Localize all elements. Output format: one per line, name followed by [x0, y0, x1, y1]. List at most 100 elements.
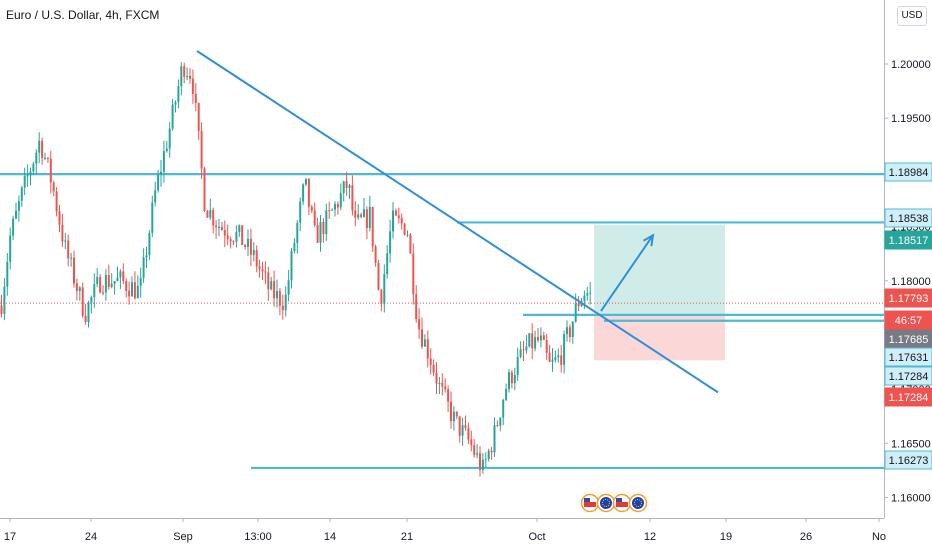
candle-body [310, 206, 313, 211]
candle-body [162, 151, 165, 172]
price-label-text: 1.16273 [889, 455, 929, 467]
candle-body [110, 283, 113, 287]
time-tick-label: 12 [644, 531, 656, 543]
candle-body [267, 272, 270, 290]
candle-body [470, 439, 473, 446]
candle-body [165, 148, 168, 152]
candle-body [418, 319, 421, 330]
candle-body [380, 289, 383, 304]
price-label-level2[interactable] [884, 366, 932, 386]
candle-body [23, 175, 26, 188]
candle-body [238, 225, 241, 232]
price-label-level[interactable] [884, 347, 932, 367]
candle-body [177, 86, 180, 103]
price-label-current[interactable] [884, 288, 932, 308]
candle-body [502, 399, 505, 418]
candle-body [104, 275, 107, 293]
candle-body [339, 193, 342, 208]
economic-events[interactable] [580, 493, 648, 513]
candle-body [365, 209, 368, 229]
eu-flag-icon[interactable] [596, 493, 616, 513]
us-flag-icon[interactable] [580, 493, 600, 513]
candle-body [255, 250, 258, 267]
candle-body [232, 241, 235, 243]
candle-body [261, 269, 264, 272]
candle-body [276, 290, 278, 299]
candle-body [516, 356, 519, 376]
trendline[interactable] [196, 50, 719, 394]
candle-body [348, 185, 351, 188]
candle-body [90, 297, 93, 303]
candle-body [519, 349, 522, 357]
time-axis[interactable]: 17 24 Sep 13:00 14 21 Oct 12 19 26 No [0, 518, 886, 543]
candle-body [351, 185, 354, 211]
candle-body [423, 339, 426, 347]
candle-body [508, 372, 510, 390]
candle-body [81, 287, 84, 316]
candle-body [464, 425, 467, 429]
candle-body [218, 226, 220, 228]
candle-body [200, 130, 203, 169]
arrow-head-icon [642, 233, 655, 247]
candle-body [574, 303, 577, 322]
candle-body [3, 286, 6, 314]
price-label-text: 1.17685 [889, 334, 929, 346]
candle-body [136, 285, 139, 299]
price-label-countdown[interactable] [884, 310, 932, 330]
position-zones [594, 224, 725, 361]
candle-body [93, 283, 96, 298]
price-label-level[interactable] [884, 162, 932, 182]
candle-body [241, 225, 244, 246]
price-label-target[interactable] [884, 230, 932, 250]
us-flag-icon[interactable] [612, 493, 632, 513]
downtrend-line[interactable] [196, 50, 719, 394]
candle-body [426, 339, 429, 359]
candle-body [429, 358, 432, 365]
time-tick-label: 17 [4, 531, 16, 543]
projection-arrow[interactable] [600, 234, 654, 312]
time-tick-label: No [872, 531, 886, 543]
candle-body [435, 372, 438, 384]
candle-body [125, 280, 128, 291]
candle-body [113, 281, 116, 284]
horizontal-levels[interactable] [0, 173, 884, 470]
candle-body [145, 255, 148, 258]
candle-body [334, 203, 336, 210]
candle-body [148, 232, 151, 256]
candle-body [322, 222, 325, 235]
candle-body [316, 225, 319, 243]
price-label-level[interactable] [884, 450, 932, 470]
price-label-text: 1.18538 [889, 213, 929, 225]
candle-body [20, 187, 23, 201]
candle-body [38, 140, 41, 153]
candle-body [133, 282, 136, 299]
candle-body [67, 240, 70, 259]
price-axis[interactable]: 1.200001.195001.190001.185001.180001.175… [884, 0, 932, 550]
candle-body [128, 290, 131, 297]
eu-flag-icon[interactable] [628, 493, 648, 513]
candle-body [119, 271, 122, 278]
price-label-stop[interactable] [884, 387, 932, 407]
candle-body [9, 235, 12, 262]
candle-body [102, 292, 104, 294]
price-tick-label: 1.19500 [891, 113, 931, 125]
candle-body [32, 163, 35, 172]
price-label-level[interactable] [884, 208, 932, 228]
candle-body [58, 211, 61, 225]
candle-body [212, 210, 215, 226]
candle-body [78, 287, 81, 291]
candle-body [394, 210, 397, 216]
currency-button[interactable]: USD [897, 6, 927, 26]
candle-body [96, 277, 99, 284]
candle-body [73, 257, 75, 284]
candle-body [64, 240, 67, 242]
candle-body [191, 78, 194, 94]
candle-body [226, 235, 229, 240]
price-label-text: 1.17284 [889, 371, 929, 383]
candle-body [35, 152, 38, 164]
candle-body [432, 364, 435, 373]
candle-body [589, 292, 592, 294]
candle-body [12, 218, 15, 236]
flag-field [632, 497, 644, 509]
